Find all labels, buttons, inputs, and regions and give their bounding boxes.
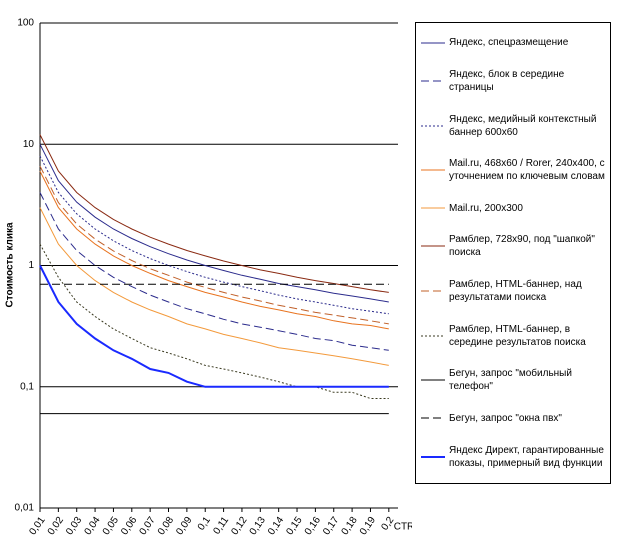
legend-swatch <box>421 455 445 458</box>
x-tick-label: 0,02 <box>46 515 66 538</box>
x-tick-label: 0,05 <box>101 515 121 538</box>
legend-swatch <box>421 245 445 247</box>
legend-item: Рамблер, HTML-баннер, над результатами п… <box>420 278 606 304</box>
x-tick-label: 0,01 <box>27 515 47 538</box>
legend-label: Рамблер, HTML-баннер, в середине результ… <box>449 323 586 348</box>
x-tick-label: 0,19 <box>358 515 378 538</box>
legend-item: Яндекс, блок в середине страницы <box>420 68 606 94</box>
x-tick-label: 0,11 <box>211 515 231 537</box>
series-line <box>39 170 389 330</box>
legend-label: Яндекс, блок в середине страницы <box>449 68 565 93</box>
y-tick-label: 0,1 <box>20 381 34 392</box>
series-line <box>39 165 389 325</box>
legend-item: Бегун, запрос "мобильный телефон" <box>420 367 606 393</box>
x-tick-label: 0,17 <box>321 515 341 538</box>
chart: Стоимость клика CTR 0,010,11101000,010,0… <box>5 18 412 538</box>
legend-label: Mail.ru, 200x300 <box>449 202 523 214</box>
series-line <box>39 155 389 315</box>
series-line <box>39 192 389 351</box>
legend-label: Бегун, запрос "мобильный телефон" <box>449 368 572 393</box>
x-tick-label: 0,14 <box>266 515 286 538</box>
legend-item: Бегун, запрос "окна пвх" <box>420 412 606 425</box>
x-tick-label: 0,15 <box>284 515 304 538</box>
legend-item: Рамблер, 728x90, под "шапкой" поиска <box>420 233 606 259</box>
x-axis-label: CTR <box>394 522 412 533</box>
legend-item: Рамблер, HTML-баннер, в середине результ… <box>420 323 606 349</box>
legend: Яндекс, спецразмещение Яндекс, блок в сер… <box>415 22 611 484</box>
legend-item: Mail.ru, 200x300 <box>420 202 606 215</box>
legend-label: Бегун, запрос "окна пвх" <box>449 412 562 424</box>
x-tick-label: 0,12 <box>229 515 249 538</box>
y-axis-label: Стоимость клика <box>5 222 16 308</box>
x-tick-label: 0,13 <box>248 515 268 538</box>
legend-item: Mail.ru, 468x60 / Rorer, 240x400, с уточ… <box>420 157 606 183</box>
y-tick-label: 10 <box>23 139 35 150</box>
x-tick-label: 0,09 <box>174 515 194 538</box>
legend-label: Рамблер, 728x90, под "шапкой" поиска <box>449 234 595 259</box>
series-line <box>39 265 389 388</box>
x-tick-label: 0,06 <box>119 515 139 538</box>
legend-item: Яндекс Директ, гарантированные показы, п… <box>420 444 606 470</box>
legend-label: Рамблер, HTML-баннер, над результатами п… <box>449 279 582 304</box>
legend-item: Яндекс, спецразмещение <box>420 36 606 49</box>
legend-swatch <box>421 379 445 381</box>
legend-label: Яндекс, спецразмещение <box>449 37 569 49</box>
y-tick-label: 100 <box>17 18 34 29</box>
x-tick-label: 0,16 <box>303 515 323 538</box>
legend-label: Mail.ru, 468x60 / Rorer, 240x400, с уточ… <box>449 158 605 183</box>
legend-swatch <box>421 335 445 337</box>
legend-swatch <box>421 290 445 292</box>
legend-label: Яндекс Директ, гарантированные показы, п… <box>449 444 604 469</box>
legend-label: Яндекс, медийный контекстный баннер 600x… <box>449 113 597 138</box>
y-tick-label: 1 <box>28 260 34 271</box>
series-line <box>39 207 389 366</box>
x-tick-label: 0,08 <box>156 515 176 538</box>
legend-swatch <box>421 80 445 82</box>
legend-swatch <box>421 42 445 44</box>
legend-swatch <box>421 207 445 209</box>
x-tick-label: 0,07 <box>138 515 158 538</box>
legend-item: Яндекс, медийный контекстный баннер 600x… <box>420 113 606 139</box>
x-tick-label: 0,03 <box>64 515 84 538</box>
legend-swatch <box>421 417 445 419</box>
series-line <box>39 144 389 303</box>
legend-swatch <box>421 169 445 171</box>
series-line <box>39 134 389 293</box>
legend-swatch <box>421 125 445 127</box>
x-tick-label: 0,18 <box>340 515 360 538</box>
x-tick-label: 0,04 <box>83 515 103 538</box>
series-line <box>39 243 389 399</box>
y-tick-label: 0,01 <box>15 503 35 514</box>
